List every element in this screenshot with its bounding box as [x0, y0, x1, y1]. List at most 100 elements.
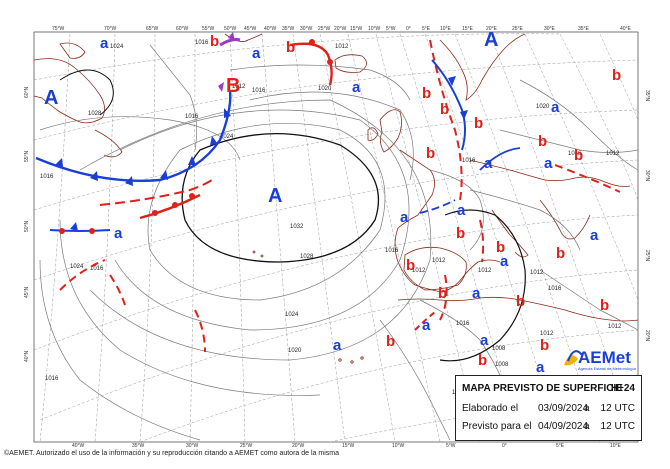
svg-text:5°W: 5°W: [386, 26, 396, 32]
svg-text:5°E: 5°E: [422, 26, 431, 32]
isobar-label: 1012: [478, 268, 492, 274]
warm-front-semicircle: [152, 210, 158, 216]
low-pressure-label: b: [600, 297, 609, 314]
high-pressure-label: a: [400, 209, 409, 226]
isobar-label: 1012: [540, 331, 554, 337]
isobar-label: 1028: [88, 111, 102, 117]
svg-text:35°E: 35°E: [578, 26, 590, 32]
svg-text:55°W: 55°W: [202, 26, 215, 32]
isobar-label: 1016: [195, 40, 209, 46]
cold-front-triangle: [125, 176, 133, 186]
isobar-label: 1016: [90, 266, 104, 272]
svg-text:25°N: 25°N: [644, 250, 650, 262]
cold-front-triangle: [448, 76, 456, 86]
svg-text:25°W: 25°W: [318, 26, 331, 32]
isobar-1020-bold: [59, 69, 114, 116]
high-pressure-label: a: [333, 337, 342, 354]
warm-front-semicircle: [89, 228, 95, 234]
isobar-label: 1016: [252, 88, 266, 94]
cold-front: [431, 59, 466, 151]
trough: [194, 309, 206, 353]
svg-text:50°W: 50°W: [224, 26, 237, 32]
low-pressure-label: b: [474, 115, 483, 132]
svg-text:35°N: 35°N: [644, 90, 650, 102]
high-pressure-label: A: [44, 87, 58, 109]
low-pressure-label: b: [210, 33, 219, 50]
low-pressure-label: b: [386, 333, 395, 350]
high-pressure-label: a: [480, 332, 489, 349]
high-pressure-label: a: [472, 285, 481, 302]
isobar-label: 1016: [385, 248, 399, 254]
occluded-triangle: [218, 82, 224, 92]
cold-front-triangle: [90, 171, 98, 181]
svg-text:20°W: 20°W: [292, 443, 305, 449]
isobar-label: 1012: [530, 270, 544, 276]
svg-text:30°N: 30°N: [644, 170, 650, 182]
cold-front-triangle: [188, 156, 196, 165]
svg-text:20°W: 20°W: [334, 26, 347, 32]
svg-text:0°: 0°: [406, 26, 411, 32]
svg-text:15°W: 15°W: [342, 443, 355, 449]
forecast-step: H+24: [610, 383, 635, 394]
warm-front-semicircle: [327, 59, 333, 65]
svg-text:70°W: 70°W: [104, 26, 117, 32]
warm-front-semicircle: [189, 193, 195, 199]
svg-text:10°E: 10°E: [610, 443, 622, 449]
isobar-label: 1012: [412, 268, 426, 274]
svg-text:60°N: 60°N: [24, 86, 30, 98]
logo-name: AEMet: [578, 348, 631, 367]
high-pressure-label: a: [484, 155, 493, 172]
occluded-triangle: [228, 32, 235, 41]
low-pressure-label: b: [426, 145, 435, 162]
svg-text:75°W: 75°W: [52, 26, 65, 32]
isobars: [39, 44, 639, 441]
forecast-legend: MAPA PREVISTO DE SUPERFICIE H+24 Elabora…: [455, 375, 642, 441]
isobar-label: 1016: [568, 151, 582, 157]
low-pressure-label: b: [538, 133, 547, 150]
svg-text:0°: 0°: [502, 443, 507, 449]
map-frame: [33, 31, 639, 443]
svg-text:15°W: 15°W: [350, 26, 363, 32]
aemet-logo: AEMet Agencia Estatal de Meteorología: [560, 339, 640, 375]
high-pressure-label: A: [268, 185, 282, 207]
warm-front: [99, 177, 216, 206]
trough: [429, 39, 463, 201]
cold-front-triangle: [460, 110, 468, 120]
svg-text:10°E: 10°E: [440, 26, 452, 32]
aemet-logo-mark: AEMet Agencia Estatal de Meteorología: [564, 348, 637, 371]
svg-text:40°N: 40°N: [24, 350, 30, 362]
high-pressure-label: a: [500, 253, 509, 270]
trough: [59, 259, 106, 291]
isobar-label: 1020: [318, 86, 332, 92]
svg-text:5°E: 5°E: [556, 443, 565, 449]
isobar-label: 1016: [40, 174, 54, 180]
isobar-label: 1024: [285, 312, 299, 318]
isobar-label: 1012: [232, 84, 246, 90]
svg-text:30°E: 30°E: [544, 26, 556, 32]
isobar-labels: 1024 1016 1012 1012 1016 1016 1020 1024 …: [40, 40, 622, 396]
isobar-label: 1016: [462, 158, 476, 164]
warm-front-semicircle: [309, 39, 315, 45]
svg-text:15°E: 15°E: [462, 26, 474, 32]
svg-text:40°E: 40°E: [620, 26, 632, 32]
cold-front: [479, 147, 521, 171]
isobar-label: 1008: [492, 346, 506, 352]
high-pressure-label: a: [590, 227, 599, 244]
svg-text:25°E: 25°E: [512, 26, 524, 32]
cold-front-triangle: [70, 222, 78, 231]
svg-text:20°N: 20°N: [644, 330, 650, 342]
high-pressure-label: a: [544, 155, 553, 172]
mixed-front: [49, 229, 111, 232]
valid-date: 04/09/2024: [538, 421, 589, 432]
svg-text:25°W: 25°W: [240, 443, 253, 449]
svg-text:30°W: 30°W: [186, 443, 199, 449]
svg-text:40°W: 40°W: [72, 443, 85, 449]
isobar-label: 1028: [300, 254, 314, 260]
isobar-label: 1012: [608, 324, 622, 330]
svg-text:35°W: 35°W: [282, 26, 295, 32]
svg-text:60°W: 60°W: [176, 26, 189, 32]
high-pressure-label: a: [252, 45, 261, 62]
high-pressure-label: A: [484, 29, 498, 51]
trough: [109, 274, 126, 306]
isobar-label: 1016: [548, 286, 562, 292]
